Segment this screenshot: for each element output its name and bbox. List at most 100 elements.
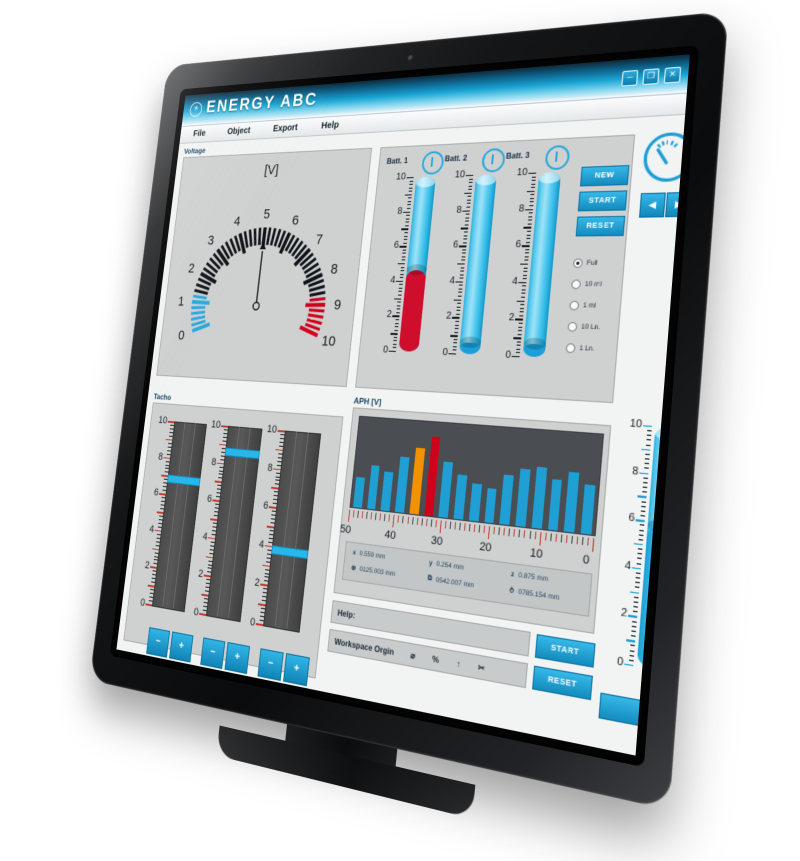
tacho-increment-button[interactable]: + (169, 631, 193, 662)
aph-minor-tick (398, 515, 400, 522)
right-tube-minor-tick (633, 611, 638, 613)
right-tube-minor-tick (632, 621, 637, 623)
tacho-minor-tick (277, 461, 281, 462)
battery-major-tick (462, 210, 470, 212)
aph-minor-tick (375, 513, 377, 520)
workspace-origin-label: Workspace Orgin (334, 636, 394, 656)
battery-minor-tick (463, 242, 467, 243)
radio-icon[interactable] (573, 258, 583, 268)
help-field[interactable]: Help: (330, 600, 530, 657)
voltage-panel-title: Voltage (184, 146, 206, 156)
gauge-tick (666, 140, 668, 144)
battery-label: Batt. 1 (386, 156, 408, 165)
battery-tube[interactable] (459, 174, 497, 354)
svg-text:5: 5 (263, 206, 271, 222)
svg-text:10: 10 (321, 332, 337, 349)
tacho-minor-tick (215, 507, 219, 508)
aph-minor-tick (407, 517, 409, 524)
tacho-minor-tick (220, 459, 224, 460)
tacho-decrement-button[interactable]: − (257, 648, 283, 681)
aph-minor-tick (484, 526, 486, 534)
tacho-major-tick (221, 425, 228, 427)
maximize-button[interactable]: ❐ (642, 68, 659, 85)
battery-tick-label: 6 (453, 240, 459, 251)
cut-icon[interactable]: ✂ (478, 662, 486, 673)
menu-item-object[interactable]: Object (227, 126, 251, 137)
tacho-minor-tick (210, 545, 214, 547)
battery-minor-tick (394, 330, 398, 331)
tacho-major-tick (199, 613, 206, 616)
tacho-major-tick (166, 439, 173, 441)
radio-icon[interactable] (567, 322, 577, 332)
tacho-minor-tick (149, 600, 153, 602)
gauge-needle (656, 148, 669, 165)
arrow-up-icon[interactable]: ↑ (456, 658, 461, 669)
tacho-minor-tick (206, 579, 210, 581)
battery-tick-label: 6 (515, 239, 521, 250)
right-tube-minor-tick (637, 563, 642, 565)
tacho-minor-tick (167, 450, 171, 451)
aph-chart-plot[interactable] (349, 416, 604, 537)
right-tube-major-tick (636, 519, 645, 522)
battery-major-tick (455, 281, 463, 282)
battery-major-tick (394, 298, 401, 299)
tacho-minor-tick (165, 468, 169, 469)
tacho-minor-tick (207, 572, 211, 574)
battery-minor-tick (528, 223, 532, 224)
menu-item-export[interactable]: Export (272, 123, 298, 134)
tacho-panel-title: Tacho (153, 392, 172, 402)
tacho-major-tick (267, 526, 274, 528)
tacho-major-tick (208, 537, 215, 539)
battery-minor-tick (523, 275, 527, 276)
battery-minor-tick (393, 347, 397, 348)
aph-minor-tick (474, 524, 476, 532)
aph-bar (469, 483, 482, 521)
aph-bar (532, 467, 547, 529)
battery-minor-tick (465, 217, 469, 218)
tacho-decrement-button[interactable]: − (200, 637, 225, 669)
tacho-decrement-button[interactable]: − (146, 627, 170, 658)
gauge-tick (656, 144, 660, 148)
tacho-tick-label: 2 (198, 568, 204, 580)
percent-icon[interactable]: % (432, 654, 440, 665)
battery-minor-tick (462, 253, 466, 254)
right-tube-minor-tick (635, 582, 640, 584)
aph-minor-tick (402, 516, 404, 523)
tacho-minor-tick (211, 541, 215, 542)
aph-minor-tick (545, 533, 547, 541)
menu-item-file[interactable]: File (193, 129, 206, 139)
tacho-minor-tick (203, 610, 207, 612)
tacho-increment-button[interactable]: + (224, 642, 250, 674)
tacho-major-tick (273, 468, 280, 470)
minimize-button[interactable]: ─ (621, 70, 638, 87)
previous-button[interactable]: ◀ (639, 192, 666, 217)
aph-bar (409, 448, 425, 515)
tacho-major-tick (215, 481, 222, 483)
diameter-icon[interactable]: ⌀ (410, 650, 415, 660)
tacho-minor-tick (269, 538, 273, 540)
battery-reset-button[interactable]: RESET (576, 216, 626, 237)
battery-tube[interactable] (523, 172, 562, 358)
svg-text:7: 7 (315, 231, 324, 247)
tacho-minor-tick (159, 519, 163, 520)
tacho-major-tick (258, 603, 265, 606)
svg-text:3: 3 (207, 232, 215, 247)
workspace-origin-field[interactable]: Workspace Orgin ⌀ % ↑ ✂ (327, 629, 528, 688)
menu-item-help[interactable]: Help (321, 120, 340, 131)
close-button[interactable]: ✕ (664, 67, 682, 84)
battery-minor-tick (405, 222, 409, 223)
tacho-tick-label: 6 (206, 493, 212, 505)
battery-minor-tick (523, 278, 527, 279)
battery-minor-tick (453, 342, 457, 343)
battery-minor-tick (525, 253, 529, 254)
tacho-minor-tick (270, 530, 274, 532)
workspace-reset-button[interactable]: RESET (532, 666, 593, 701)
battery-minor-tick (464, 231, 468, 232)
tacho-minor-tick (162, 490, 166, 491)
tacho-minor-tick (263, 592, 267, 594)
tacho-minor-tick (269, 534, 273, 536)
tacho-tick-label: 0 (250, 616, 256, 629)
